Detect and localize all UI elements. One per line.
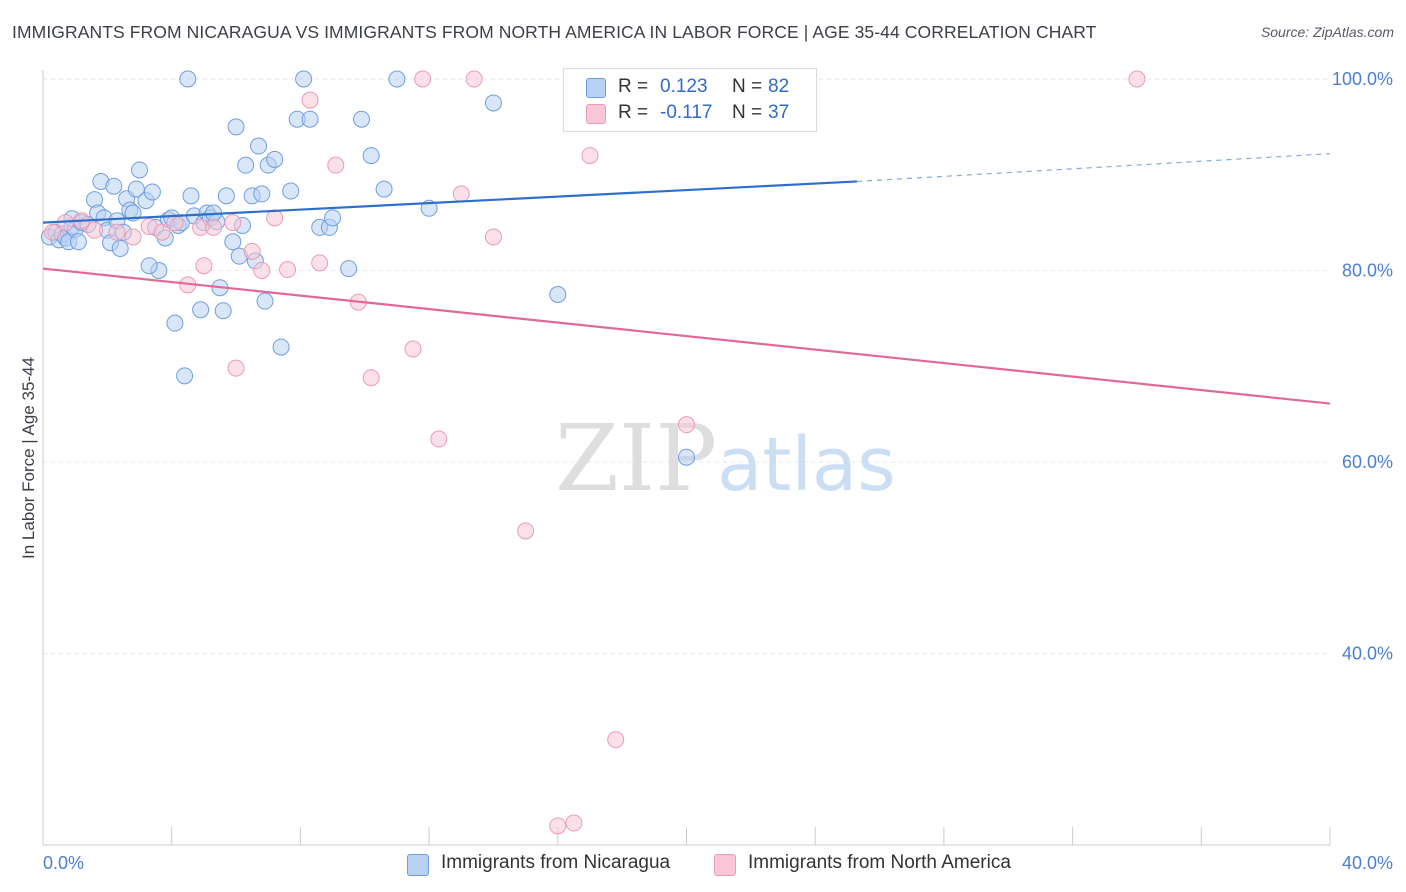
x-tick-label: 40.0% (1342, 853, 1393, 873)
north-america-point (243, 242, 261, 260)
legend-n-label: N = (732, 76, 763, 97)
nicaragua-point (340, 260, 358, 278)
y-tick-label: 80.0% (1342, 261, 1393, 281)
trend-lines (42, 153, 1331, 405)
y-tick-label: 60.0% (1342, 452, 1393, 472)
north-america-point (484, 228, 502, 246)
nicaragua-point (179, 70, 197, 88)
nicaragua-point (140, 257, 158, 275)
nicaragua-point (227, 118, 245, 136)
north-america-point (565, 814, 583, 832)
nicaragua-point (111, 239, 129, 257)
legend-r-value: 0.123 (660, 76, 708, 97)
nicaragua-point (182, 187, 200, 205)
bottom-legend-label: Immigrants from Nicaragua (441, 852, 671, 873)
north-america-point (195, 257, 213, 275)
north-america-point (224, 214, 242, 232)
north-america-point (166, 214, 184, 232)
north-america-point (205, 218, 223, 236)
north-america-point (430, 430, 448, 448)
north-america-point (465, 70, 483, 88)
north-america-point (404, 340, 422, 358)
nicaragua-point (105, 177, 123, 195)
nicaragua-point (301, 110, 319, 128)
north-america-point (253, 262, 271, 279)
bottom-legend-swatch-pink (714, 854, 736, 876)
north-america-point (678, 416, 695, 434)
nicaragua-point (362, 147, 380, 165)
nicaragua-point (253, 185, 271, 203)
nicaragua-point (237, 156, 255, 174)
bottom-legend-north-america[interactable]: Immigrants from North America (714, 851, 1044, 877)
nicaragua-point (127, 180, 145, 198)
north-america-point (301, 91, 319, 109)
y-tick-label: 100.0% (1332, 69, 1393, 89)
nicaragua-point (678, 448, 695, 466)
watermark: ZIP atlas (555, 405, 896, 512)
bottom-legend-swatch-blue (407, 854, 429, 876)
series-north-america-points (44, 70, 1146, 835)
x-tick-label: 0.0% (43, 853, 84, 873)
nicaragua-point (282, 182, 300, 200)
north-america-point (327, 156, 345, 174)
nicaragua-point (324, 209, 342, 227)
bottom-legend-label: Immigrants from North America (748, 852, 1011, 873)
north-america-point (452, 185, 470, 203)
north-america-point (85, 221, 103, 239)
nicaragua-point (484, 94, 502, 112)
nicaragua-point (375, 180, 393, 198)
north-america-point (108, 223, 126, 241)
north-america-point (414, 70, 432, 88)
nicaragua-point (295, 70, 313, 88)
nicaragua-point (272, 338, 290, 356)
nicaragua-point (214, 302, 232, 320)
nicaragua-trend-line (42, 180, 858, 224)
legend-n-value: 37 (768, 102, 790, 123)
bottom-legend-nicaragua[interactable]: Immigrants from Nicaragua (407, 851, 697, 877)
nicaragua-point (143, 183, 161, 201)
chart-title: IMMIGRANTS FROM NICARAGUA VS IMMIGRANTS … (12, 22, 1097, 42)
nicaragua-trend-extension (856, 153, 1331, 183)
nicaragua-point (176, 367, 194, 385)
north-america-point (279, 261, 297, 279)
nicaragua-point (131, 161, 149, 179)
north-america-point (362, 369, 380, 387)
nicaragua-point (166, 314, 184, 332)
nicaragua-point (217, 187, 235, 205)
legend-swatch-blue (586, 78, 606, 98)
nicaragua-point (353, 110, 371, 128)
legend-swatch-pink (586, 104, 606, 124)
north-america-point (549, 817, 567, 835)
nicaragua-point (69, 233, 87, 251)
y-tick-label: 40.0% (1342, 644, 1393, 664)
watermark-atlas: atlas (717, 422, 896, 508)
legend-n-label: N = (732, 102, 763, 123)
tick-labels: 40.0% 60.0% 80.0% 100.0% 0.0% 40.0% (43, 69, 1393, 873)
nicaragua-point (250, 137, 268, 155)
nicaragua-point (388, 70, 406, 88)
legend-r-value: -0.117 (660, 102, 713, 123)
north-america-trend-line (42, 267, 1331, 405)
north-america-point (311, 254, 329, 272)
nicaragua-point (549, 285, 567, 303)
north-america-point (581, 147, 599, 165)
north-america-point (607, 731, 625, 749)
legend-r-label: R = (618, 76, 649, 97)
nicaragua-point (192, 301, 210, 319)
source-credit: Source: ZipAtlas.com (1260, 24, 1394, 40)
north-america-point (227, 359, 245, 377)
north-america-point (44, 223, 62, 241)
stats-legend: R = 0.123 N = 82 R = -0.117 N = 37 (563, 68, 817, 132)
north-america-point (1128, 70, 1146, 88)
north-america-point (517, 522, 535, 540)
legend-r-label: R = (618, 102, 649, 123)
nicaragua-point (224, 233, 242, 251)
north-america-point (124, 228, 142, 246)
nicaragua-point (256, 292, 274, 310)
nicaragua-point (266, 150, 284, 168)
y-axis-label: In Labor Force | Age 35-44 (19, 357, 38, 559)
legend-n-value: 82 (768, 76, 790, 97)
north-america-point (153, 223, 171, 241)
